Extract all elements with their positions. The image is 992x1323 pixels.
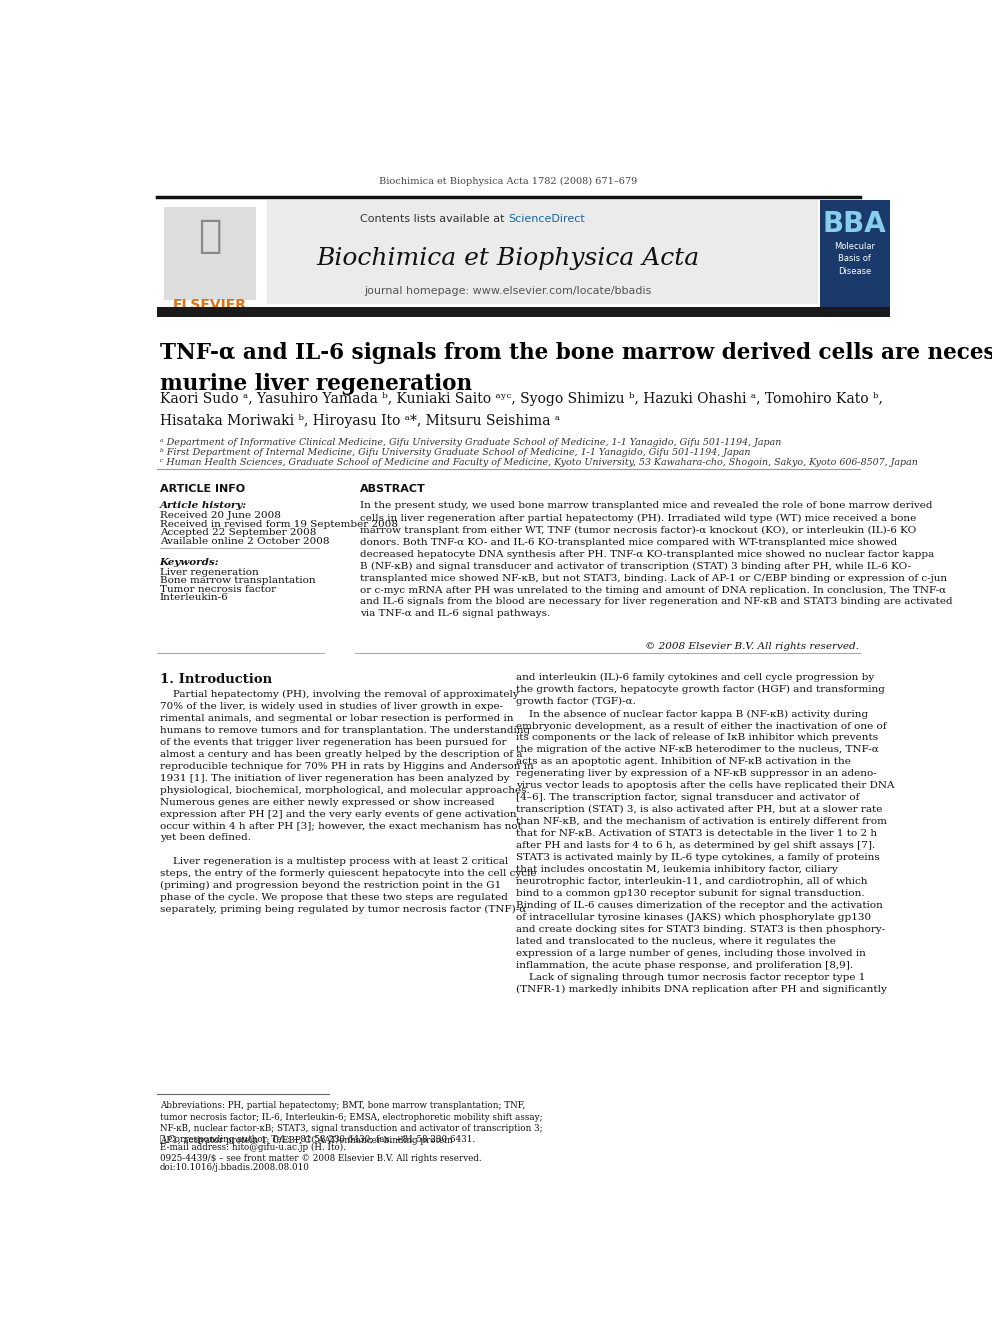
Text: journal homepage: www.elsevier.com/locate/bbadis: journal homepage: www.elsevier.com/locat…	[365, 286, 652, 296]
FancyBboxPatch shape	[268, 200, 817, 303]
Text: Kaori Sudo ᵃ, Yasuhiro Yamada ᵇ, Kuniaki Saito ᵃʸᶜ, Syogo Shimizu ᵇ, Hazuki Ohas: Kaori Sudo ᵃ, Yasuhiro Yamada ᵇ, Kuniaki…	[160, 392, 883, 427]
Text: 0925-4439/$ – see front matter © 2008 Elsevier B.V. All rights reserved.: 0925-4439/$ – see front matter © 2008 El…	[160, 1155, 481, 1163]
FancyBboxPatch shape	[820, 200, 890, 310]
Text: TNF-α and IL-6 signals from the bone marrow derived cells are necessary for norm: TNF-α and IL-6 signals from the bone mar…	[160, 343, 992, 394]
Text: ᵃ Department of Informative Clinical Medicine, Gifu University Graduate School o: ᵃ Department of Informative Clinical Med…	[160, 438, 781, 447]
Text: ARTICLE INFO: ARTICLE INFO	[160, 484, 245, 493]
Text: Keywords:: Keywords:	[160, 557, 219, 566]
Text: © 2008 Elsevier B.V. All rights reserved.: © 2008 Elsevier B.V. All rights reserved…	[645, 643, 859, 651]
Text: Biochimica et Biophysica Acta 1782 (2008) 671–679: Biochimica et Biophysica Acta 1782 (2008…	[379, 177, 638, 187]
Bar	[157, 307, 890, 316]
Text: Liver regeneration: Liver regeneration	[160, 568, 258, 577]
Text: Received 20 June 2008: Received 20 June 2008	[160, 512, 281, 520]
Text: Partial hepatectomy (PH), involving the removal of approximately
70% of the live: Partial hepatectomy (PH), involving the …	[160, 691, 536, 914]
Text: Contents lists available at: Contents lists available at	[360, 214, 509, 224]
Text: Bone marrow transplantation: Bone marrow transplantation	[160, 576, 315, 585]
Text: 🌲: 🌲	[198, 217, 222, 255]
Text: doi:10.1016/j.bbadis.2008.08.010: doi:10.1016/j.bbadis.2008.08.010	[160, 1163, 310, 1172]
Text: Biochimica et Biophysica Acta: Biochimica et Biophysica Acta	[316, 247, 700, 270]
Text: Molecular
Basis of
Disease: Molecular Basis of Disease	[834, 242, 875, 277]
Text: ᵇ First Department of Internal Medicine, Gifu University Graduate School of Medi: ᵇ First Department of Internal Medicine,…	[160, 448, 750, 458]
Text: ᶜ Human Health Sciences, Graduate School of Medicine and Faculty of Medicine, Ky: ᶜ Human Health Sciences, Graduate School…	[160, 458, 918, 467]
Text: Available online 2 October 2008: Available online 2 October 2008	[160, 537, 329, 546]
Text: In the present study, we used bone marrow transplanted mice and revealed the rol: In the present study, we used bone marro…	[360, 501, 953, 618]
Text: Interleukin-6: Interleukin-6	[160, 593, 228, 602]
FancyBboxPatch shape	[165, 208, 256, 300]
Text: Article history:: Article history:	[160, 501, 247, 511]
Text: Tumor necrosis factor: Tumor necrosis factor	[160, 585, 276, 594]
Text: ScienceDirect: ScienceDirect	[509, 214, 585, 224]
Text: Accepted 22 September 2008: Accepted 22 September 2008	[160, 528, 316, 537]
FancyBboxPatch shape	[157, 200, 265, 310]
Text: ABSTRACT: ABSTRACT	[360, 484, 427, 493]
Text: BBA: BBA	[823, 210, 887, 238]
Text: ELSEVIER: ELSEVIER	[173, 298, 247, 312]
Text: Abbreviations: PH, partial hepatectomy; BMT, bone marrow transplantation; TNF,
t: Abbreviations: PH, partial hepatectomy; …	[160, 1101, 543, 1144]
Text: ★ Corresponding author. Tel.: +81 58 230 6430; fax: +81 58 230 6431.: ★ Corresponding author. Tel.: +81 58 230…	[160, 1135, 475, 1144]
Text: E-mail address: hito@gifu-u.ac.jp (H. Ito).: E-mail address: hito@gifu-u.ac.jp (H. It…	[160, 1143, 345, 1152]
Text: and interleukin (IL)-6 family cytokines and cell cycle progression by
the growth: and interleukin (IL)-6 family cytokines …	[516, 673, 895, 994]
Text: Received in revised form 19 September 2008: Received in revised form 19 September 20…	[160, 520, 398, 529]
Text: 1. Introduction: 1. Introduction	[160, 673, 272, 687]
